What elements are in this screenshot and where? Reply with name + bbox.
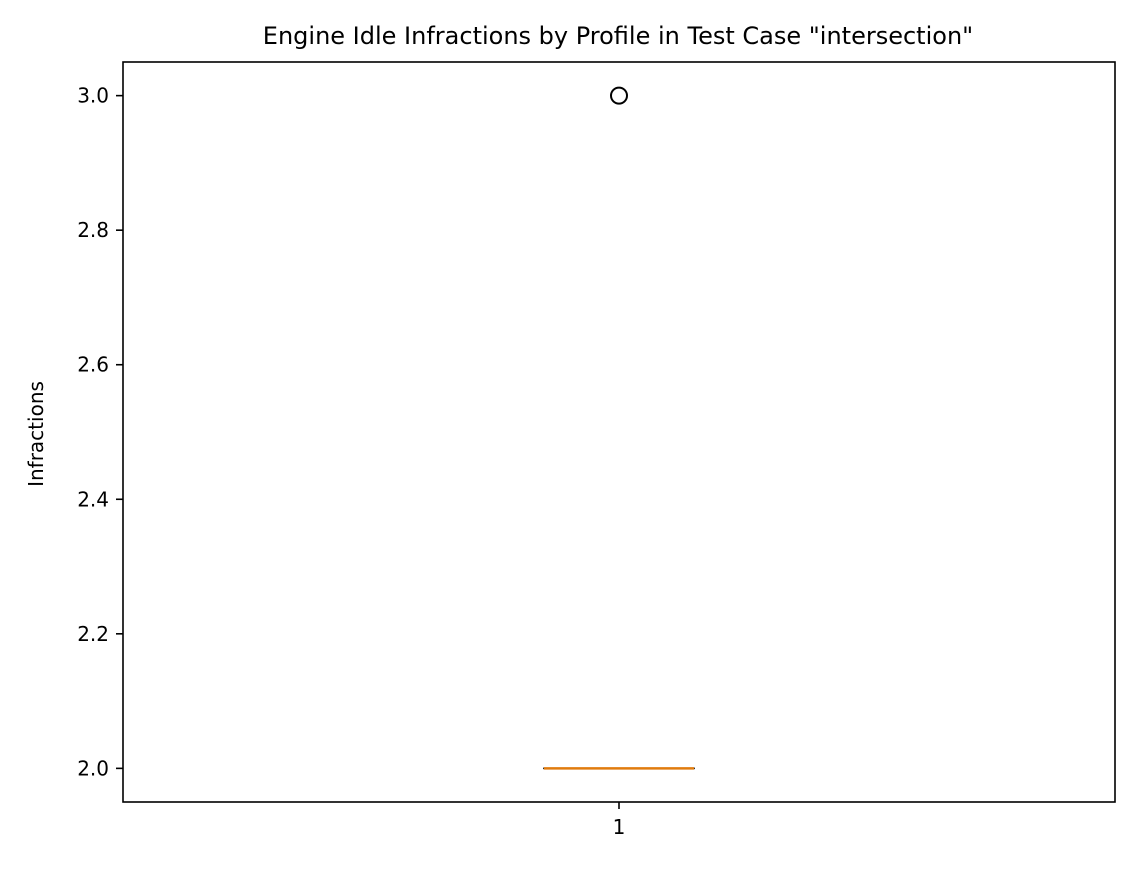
outlier-point (610, 86, 628, 105)
y-tick-label: 2.0 (77, 756, 109, 780)
y-tick-label: 2.6 (77, 353, 109, 377)
chart-title: Engine Idle Infractions by Profile in Te… (263, 22, 973, 50)
y-tick-label: 2.2 (77, 622, 109, 646)
plot-frame (122, 61, 1116, 803)
x-tick-label: 1 (613, 815, 626, 839)
y-tick-label: 3.0 (77, 84, 109, 108)
y-tick-label: 2.8 (77, 218, 109, 242)
y-tick-label: 2.4 (77, 487, 109, 511)
plot-area: 2.0 2.2 2.4 2.6 2.8 3.0 1 (77, 84, 695, 839)
y-axis-label: Infractions (24, 381, 48, 487)
